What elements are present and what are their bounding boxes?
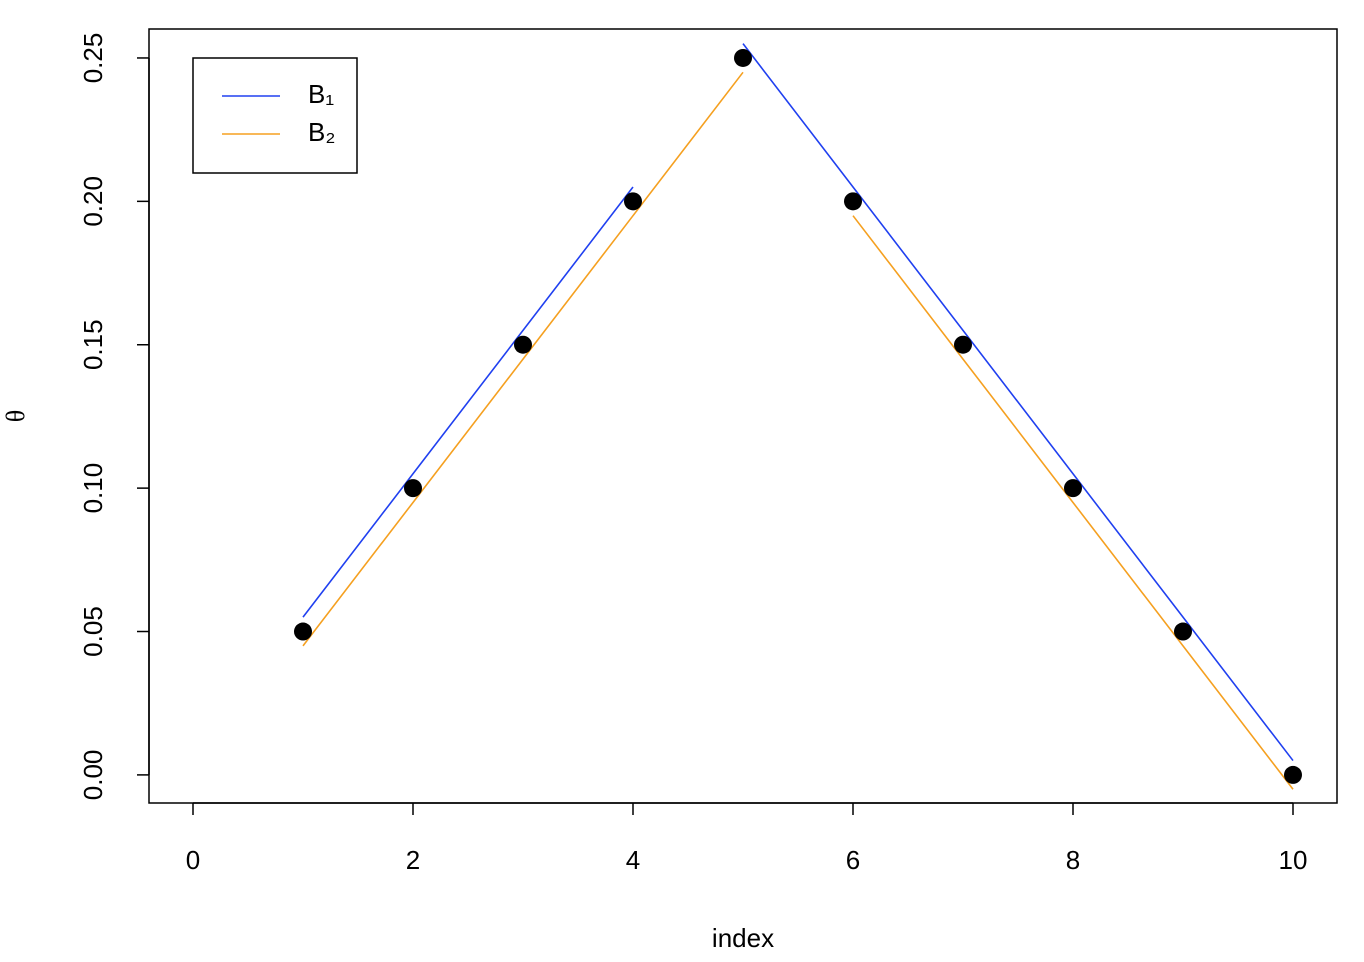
data-point: [404, 479, 422, 498]
y-axis-label: θ: [1, 410, 30, 422]
y-tick-label: 0.05: [78, 606, 108, 657]
data-point: [954, 335, 972, 354]
data-point: [844, 192, 862, 211]
x-tick-label: 8: [1066, 845, 1080, 875]
data-point: [514, 335, 532, 354]
series-line: [852, 215, 1294, 790]
series-line: [742, 43, 1294, 762]
y-tick-label: 0.15: [78, 319, 108, 370]
legend-box: [192, 57, 358, 174]
series-line: [302, 186, 634, 618]
y-tick-label: 0.10: [78, 463, 108, 514]
y-tick-label: 0.20: [78, 176, 108, 227]
y-tick-label: 0.25: [78, 33, 108, 84]
data-point: [1284, 765, 1302, 784]
legend-label: B₁: [308, 79, 334, 109]
data-point: [294, 622, 312, 641]
x-axis-label: index: [712, 923, 774, 953]
x-tick-label: 10: [1279, 845, 1308, 875]
x-tick-label: 4: [626, 845, 640, 875]
data-point: [734, 48, 752, 67]
data-point: [1064, 479, 1082, 498]
x-tick-label: 2: [406, 845, 420, 875]
y-tick-label: 0.00: [78, 750, 108, 801]
data-point: [624, 192, 642, 211]
series-line: [302, 71, 744, 647]
x-tick-label: 6: [846, 845, 860, 875]
x-tick-label: 0: [186, 845, 200, 875]
data-point: [1174, 622, 1192, 641]
legend-label: B₂: [308, 117, 335, 147]
